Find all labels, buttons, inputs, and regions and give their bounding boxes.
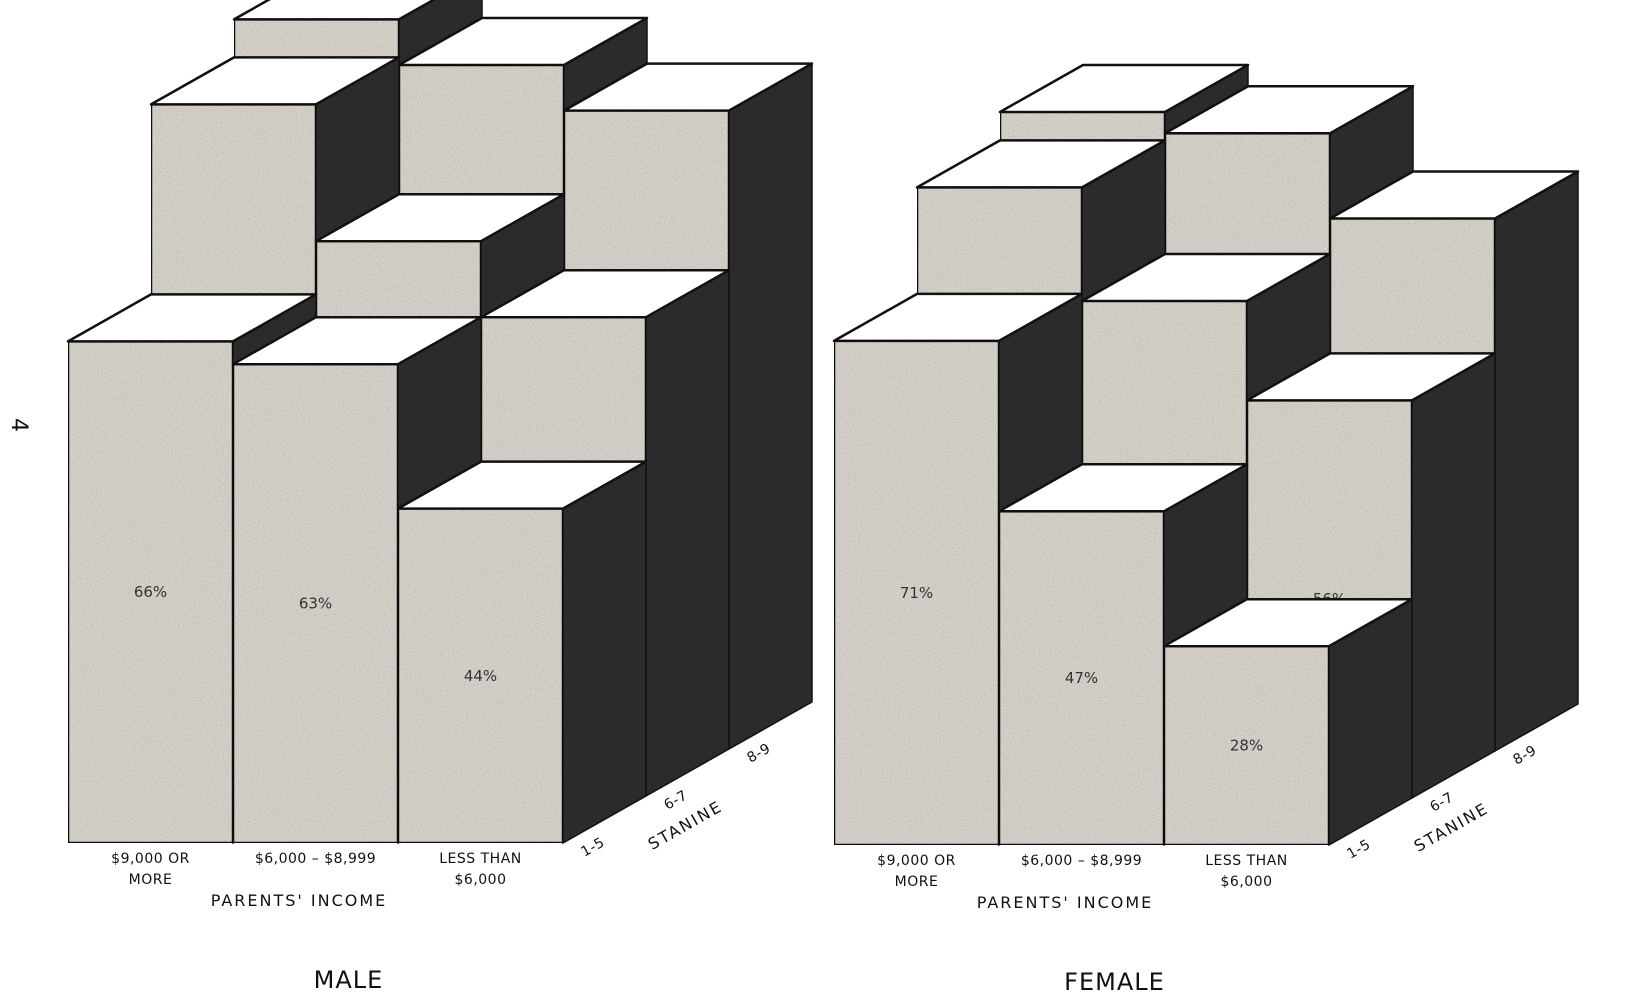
category-label: MORE bbox=[895, 874, 939, 890]
bar-value-label: 71% bbox=[900, 584, 933, 602]
bar-male-1-5-3: 44% bbox=[396, 460, 648, 845]
category-label: LESS THAN bbox=[439, 851, 522, 867]
depth-category-label: 1-5 bbox=[1344, 837, 1373, 863]
category-label: LESS THAN bbox=[1205, 853, 1288, 869]
bar-side-face bbox=[645, 268, 730, 798]
depth-axis-title: STANINE bbox=[645, 797, 726, 854]
bar-front-face bbox=[1162, 644, 1331, 847]
bar-value-label: 47% bbox=[1065, 669, 1098, 687]
female-chart-panel: 90%87%75%86%70%56%71%47%28% $9,000 ORMOR… bbox=[832, 63, 1580, 996]
bar-side-face bbox=[562, 460, 647, 845]
category-label: MORE bbox=[129, 872, 173, 888]
category-label: $6,000 – $8,999 bbox=[1021, 853, 1142, 869]
bar-value-label: 28% bbox=[1230, 737, 1263, 755]
bar-front-face bbox=[231, 362, 400, 845]
bar-value-label: 63% bbox=[299, 595, 332, 613]
depth-category-label: 8-9 bbox=[1510, 743, 1539, 769]
depth-category-label: 1-5 bbox=[578, 835, 607, 861]
depth-category-label: 6-7 bbox=[661, 788, 690, 814]
depth-category-label: 6-7 bbox=[1427, 790, 1456, 816]
chart-title: MALE bbox=[314, 966, 384, 994]
category-label: $6,000 – $8,999 bbox=[255, 851, 376, 867]
depth-axis-title: STANINE bbox=[1411, 799, 1492, 856]
bar-side-face bbox=[1411, 352, 1496, 800]
category-label: $6,000 bbox=[1221, 874, 1273, 890]
category-label: $6,000 bbox=[455, 872, 507, 888]
bar-front-face bbox=[396, 507, 565, 845]
page-number: 4 bbox=[6, 418, 31, 432]
bar-side-face bbox=[1494, 170, 1579, 753]
male-bars: 96%90%84%91%73%63%66%63%44% bbox=[66, 0, 814, 845]
male-chart-panel: 96%90%84%91%73%63%66%63%44% $9,000 ORMOR… bbox=[66, 0, 814, 994]
bar-female-1-5-3: 28% bbox=[1162, 597, 1414, 847]
bar-side-face bbox=[728, 62, 813, 751]
category-label: $9,000 OR bbox=[111, 851, 190, 867]
x-axis-title: PARENTS' INCOME bbox=[211, 891, 388, 910]
chart-title: FEMALE bbox=[1064, 968, 1165, 996]
bar-value-label: 66% bbox=[134, 583, 167, 601]
category-label: $9,000 OR bbox=[877, 853, 956, 869]
bar-front-face bbox=[66, 340, 235, 845]
bar-front-face bbox=[997, 510, 1166, 847]
bar-front-face bbox=[832, 339, 1001, 847]
x-axis-title: PARENTS' INCOME bbox=[977, 893, 1154, 912]
depth-category-label: 8-9 bbox=[744, 741, 773, 767]
bar-value-label: 44% bbox=[464, 667, 497, 685]
female-bars: 90%87%75%86%70%56%71%47%28% bbox=[832, 63, 1580, 847]
